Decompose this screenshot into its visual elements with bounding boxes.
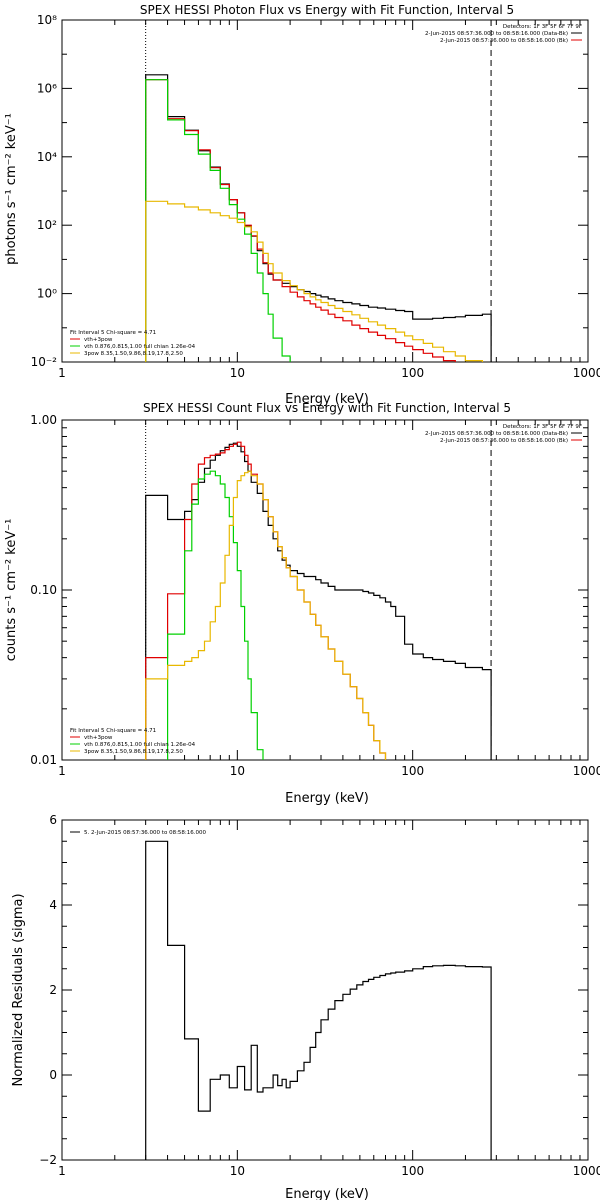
count-flux-series-data-bk — [145, 442, 492, 760]
count-flux-legend-top-entry: 2-Jun-2015 08:57:36.000 to 08:58:16.000 … — [440, 438, 568, 444]
residuals-series-residuals — [145, 840, 492, 1160]
residuals-ytick-label: 2 — [49, 983, 57, 997]
photon-flux-ylabel: photons s⁻¹ cm⁻² keV⁻¹ — [4, 113, 19, 265]
count-flux-legend-bottom-title: Fit Interval 5 Chi-square = 4.71 — [70, 728, 156, 734]
photon-flux-legend-bottom-title: Fit Interval 5 Chi-square = 4.71 — [70, 330, 156, 336]
residuals-ytick-label: 4 — [49, 898, 57, 912]
photon-flux-legend-top-title: Detectors: 1F 3F 5F 6F 7F 9F — [503, 24, 582, 30]
photon-flux-series-3pow — [145, 200, 483, 362]
count-flux-series-vth — [167, 470, 264, 760]
count-flux-ytick-label: 0.01 — [30, 753, 57, 767]
photon-flux-plot-area: 1 10 100 1000 10⁻² 10⁰ 10² 10⁴ 10⁶ 10⁸ Detectors: … — [31, 13, 600, 380]
photon-flux-ytick-label: 10⁶ — [37, 81, 57, 95]
count-flux-xtick-label: 1000 — [573, 764, 600, 778]
count-flux-ylabel: counts s⁻¹ cm⁻² keV⁻¹ — [4, 519, 19, 662]
count-flux-xtick-label: 1 — [58, 764, 66, 778]
photon-flux-series-vth-3pow — [145, 79, 456, 362]
count-flux-series-3pow — [145, 470, 387, 760]
photon-flux-ytick-label: 10⁻² — [31, 355, 58, 369]
photon-flux-legend-bottom-entry: 3pow 8.35,1.50,9.86,8.19,17.8,2.50 — [84, 351, 183, 357]
count-flux-legend-bottom-entry: 3pow 8.35,1.50,9.86,8.19,17.8,2.50 — [84, 749, 183, 755]
residuals-xtick-label: 1000 — [573, 1164, 600, 1178]
photon-flux-ytick-label: 10⁰ — [37, 287, 57, 301]
residuals-xlabel: Energy (keV) — [285, 1187, 369, 1200]
photon-flux-xtick-label: 100 — [401, 366, 424, 380]
count-flux-legend-bottom-entry: vth+3pow — [84, 735, 113, 741]
photon-flux-ytick-label: 10⁴ — [37, 150, 57, 164]
residuals-plot-area: 1 10 100 1000 −2 0 2 4 6 5. 2-Jun-2015 08:57:36.0… — [39, 813, 600, 1178]
count-flux-legend-bottom-entry: vth 0.876,0.815,1.00 full chian 1.26e-04 — [84, 742, 196, 748]
residuals-ytick-label: 6 — [49, 813, 57, 827]
count-flux-legend-top-entry: 2-Jun-2015 08:57:36.000 to 08:58:16.000 … — [425, 431, 568, 437]
photon-flux-legend-bottom-entry: vth 0.876,0.815,1.00 full chian 1.26e-04 — [84, 344, 196, 350]
photon-flux-legend-bottom-entry: vth+3pow — [84, 337, 113, 343]
residuals-ylabel: Normalized Residuals (sigma) — [11, 893, 26, 1086]
count-flux-ytick-label: 0.10 — [30, 583, 57, 597]
count-flux-plot-area: 1 10 100 1000 0.01 0.10 1.00 Detectors: 1F 3F 5… — [30, 413, 600, 778]
photon-flux-xtick-label: 1 — [58, 366, 66, 380]
photon-flux-panel: SPEX HESSI Photon Flux vs Energy with Fi… — [4, 3, 600, 407]
residuals-panel: 1 10 100 1000 −2 0 2 4 6 5. 2-Jun-2015 08:57:36.0… — [11, 813, 600, 1200]
residuals-xtick-label: 1 — [58, 1164, 66, 1178]
residuals-ytick-label: 0 — [49, 1068, 57, 1082]
count-flux-legend-top-title: Detectors: 1F 3F 5F 6F 7F 9F — [503, 424, 582, 430]
residuals-xtick-label: 10 — [230, 1164, 245, 1178]
count-flux-frame — [61, 419, 589, 761]
count-flux-xtick-label: 100 — [401, 764, 424, 778]
count-flux-title: SPEX HESSI Count Flux vs Energy with Fit… — [143, 401, 511, 415]
photon-flux-ytick-label: 10⁸ — [37, 13, 57, 27]
residuals-legend-entry: 5. 2-Jun-2015 08:57:36.000 to 08:58:16.0… — [84, 830, 207, 836]
residuals-xtick-label: 100 — [401, 1164, 424, 1178]
photon-flux-legend-top-entry: 2-Jun-2015 08:57:36.000 to 08:58:16.000 … — [440, 38, 568, 44]
photon-flux-series-data-bk — [145, 74, 492, 362]
count-flux-panel: SPEX HESSI Count Flux vs Energy with Fit… — [4, 401, 600, 806]
count-flux-ytick-label: 1.00 — [30, 413, 57, 427]
count-flux-xtick-label: 10 — [230, 764, 245, 778]
photon-flux-xlabel: Energy (keV) — [285, 392, 369, 407]
count-flux-series-vth-3pow — [145, 441, 387, 760]
residuals-ytick-label: −2 — [39, 1153, 57, 1167]
photon-flux-ytick-label: 10² — [37, 218, 57, 232]
count-flux-xlabel: Energy (keV) — [285, 791, 369, 806]
photon-flux-title: SPEX HESSI Photon Flux vs Energy with Fi… — [140, 3, 514, 17]
residuals-frame — [61, 819, 589, 1161]
photon-flux-series-vth — [145, 79, 291, 362]
photon-flux-xtick-label: 10 — [230, 366, 245, 380]
photon-flux-legend-top-entry: 2-Jun-2015 08:57:36.000 to 08:58:16.000 … — [425, 31, 568, 37]
photon-flux-xtick-label: 1000 — [573, 366, 600, 380]
